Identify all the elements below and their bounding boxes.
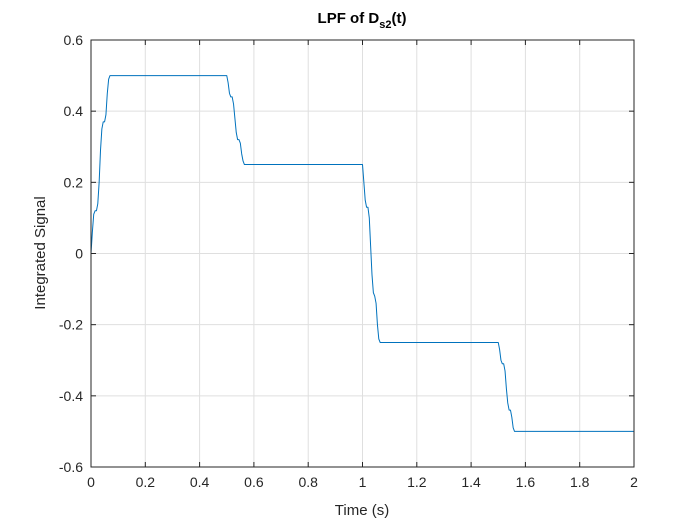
x-tick-label: 1 bbox=[359, 474, 367, 490]
y-tick-labels: -0.6 -0.4 -0.2 0 0.2 0.4 0.6 bbox=[59, 32, 83, 475]
chart-title-suffix: (t) bbox=[391, 10, 406, 27]
y-axis-label: Integrated Signal bbox=[32, 196, 49, 309]
x-axis-label: Time (s) bbox=[335, 502, 389, 519]
x-tick-label: 1.6 bbox=[516, 474, 536, 490]
y-tick-label: 0.4 bbox=[64, 103, 84, 119]
series-line-0 bbox=[90, 75, 634, 432]
ticks bbox=[90, 39, 635, 468]
x-tick-label: 0.6 bbox=[244, 474, 264, 490]
y-tick-label: 0.2 bbox=[64, 174, 84, 190]
chart-title-main: LPF of D bbox=[318, 10, 380, 27]
x-tick-label: 0.2 bbox=[136, 474, 156, 490]
x-tick-label: 0.4 bbox=[190, 474, 210, 490]
y-tick-label: -0.6 bbox=[59, 459, 83, 475]
x-tick-label: 0 bbox=[87, 474, 95, 490]
x-tick-label: 0.8 bbox=[298, 474, 318, 490]
x-tick-label: 1.2 bbox=[407, 474, 427, 490]
y-tick-label: -0.2 bbox=[59, 317, 83, 333]
chart-title-subscript: s2 bbox=[379, 19, 391, 31]
plot-lines bbox=[90, 75, 634, 432]
x-tick-label: 2 bbox=[630, 474, 638, 490]
y-tick-label: -0.4 bbox=[59, 388, 83, 404]
y-tick-label: 0 bbox=[75, 246, 83, 262]
x-tick-labels: 0 0.2 0.4 0.6 0.8 1 1.2 1.4 1.6 1.8 2 bbox=[87, 474, 638, 490]
x-tick-label: 1.4 bbox=[461, 474, 481, 490]
chart-title: LPF of Ds2(t) bbox=[318, 10, 407, 31]
grid bbox=[91, 40, 634, 467]
x-tick-label: 1.8 bbox=[570, 474, 590, 490]
y-tick-label: 0.6 bbox=[64, 32, 84, 48]
